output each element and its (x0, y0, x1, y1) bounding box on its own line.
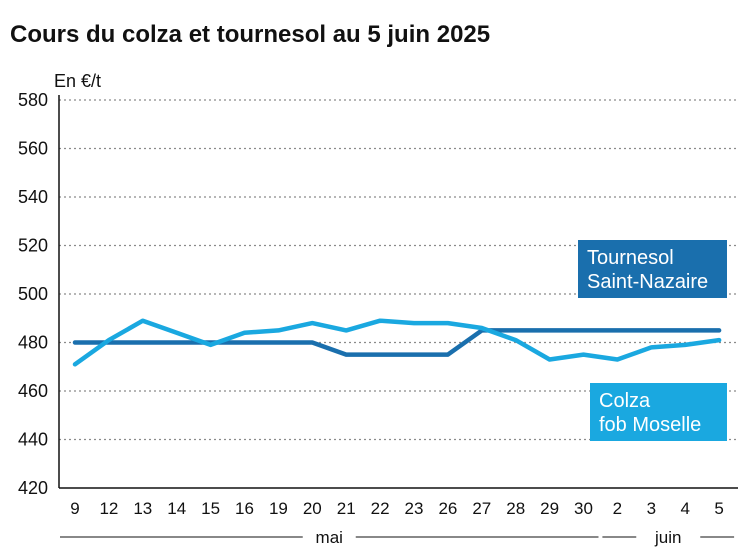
y-axis-ticks: 420 440 460 480 500 520 540 560 580 (18, 90, 48, 498)
x-tick-label: 19 (269, 499, 288, 518)
x-tick-label: 22 (371, 499, 390, 518)
x-tick-label: 28 (506, 499, 525, 518)
chart-title: Cours du colza et tournesol au 5 juin 20… (10, 21, 490, 48)
series-label-box-1 (578, 240, 727, 298)
series-label-text: Colza (599, 390, 651, 412)
month-label: mai (316, 528, 343, 547)
series-label-box-2 (590, 383, 727, 441)
x-tick-label: 13 (133, 499, 152, 518)
x-tick-label: 26 (438, 499, 457, 518)
x-tick-label: 23 (405, 499, 424, 518)
series-label-text: fob Moselle (599, 414, 701, 436)
x-tick-label: 20 (303, 499, 322, 518)
x-tick-label: 30 (574, 499, 593, 518)
series-label-text: Saint-Nazaire (587, 271, 708, 293)
x-tick-label: 5 (714, 499, 723, 518)
y-axis-unit: En €/t (54, 71, 101, 91)
y-tick-label: 500 (18, 284, 48, 304)
y-tick-label: 560 (18, 139, 48, 159)
x-tick-label: 14 (167, 499, 186, 518)
x-tick-label: 12 (99, 499, 118, 518)
month-brackets: mai juin (60, 528, 735, 547)
y-tick-label: 440 (18, 430, 48, 450)
y-tick-label: 520 (18, 236, 48, 256)
series-line-2 (72, 318, 722, 367)
y-tick-label: 460 (18, 381, 48, 401)
y-tick-label: 580 (18, 90, 48, 110)
x-tick-label: 9 (70, 499, 79, 518)
x-tick-label: 2 (613, 499, 622, 518)
y-tick-label: 480 (18, 333, 48, 353)
y-tick-label: 420 (18, 478, 48, 498)
x-tick-label: 15 (201, 499, 220, 518)
x-axis-ticks: 9 12 13 14 15 16 19 20 21 22 23 26 27 28 29 30 2 3 4 5 (70, 499, 724, 518)
series-lines (72, 318, 722, 367)
x-tick-label: 27 (472, 499, 491, 518)
series-label-text: Tournesol (587, 247, 674, 269)
month-label: juin (654, 528, 681, 547)
x-tick-label: 29 (540, 499, 559, 518)
series-line-1 (72, 328, 722, 357)
x-tick-label: 4 (680, 499, 689, 518)
x-tick-label: 16 (235, 499, 254, 518)
y-tick-label: 540 (18, 187, 48, 207)
x-tick-label: 3 (647, 499, 656, 518)
x-tick-label: 21 (337, 499, 356, 518)
